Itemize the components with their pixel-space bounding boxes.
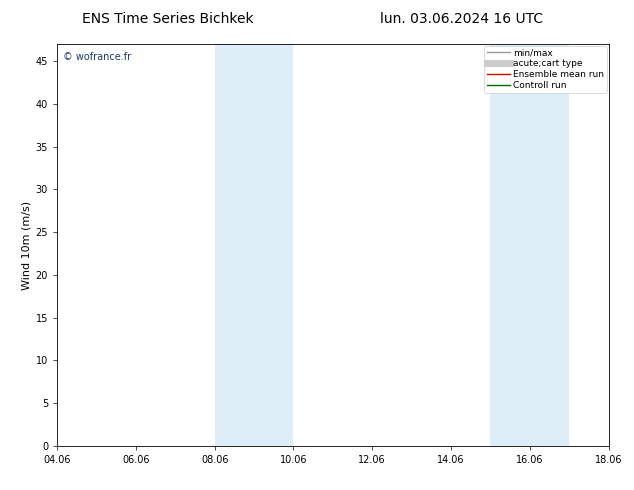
Bar	[215, 44, 294, 446]
Bar	[491, 44, 569, 446]
Text: © wofrance.fr: © wofrance.fr	[63, 52, 131, 62]
Legend: min/max, acute;cart type, Ensemble mean run, Controll run: min/max, acute;cart type, Ensemble mean …	[484, 46, 607, 93]
Text: ENS Time Series Bichkek: ENS Time Series Bichkek	[82, 12, 254, 26]
Text: lun. 03.06.2024 16 UTC: lun. 03.06.2024 16 UTC	[380, 12, 543, 26]
Y-axis label: Wind 10m (m/s): Wind 10m (m/s)	[22, 200, 31, 290]
